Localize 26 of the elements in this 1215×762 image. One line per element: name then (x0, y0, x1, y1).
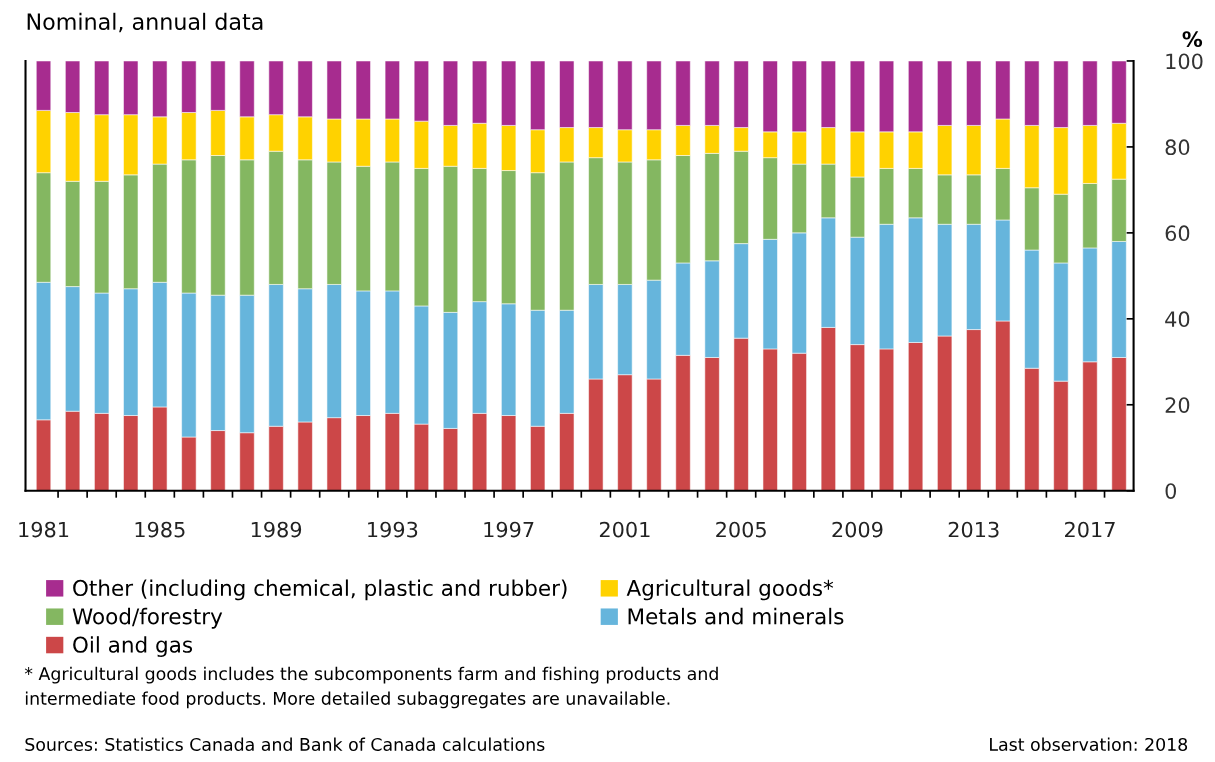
legend-label: Agricultural goods* (626, 579, 834, 601)
legend-label: Other (including chemical, plastic and rubber) (73, 579, 567, 601)
y-tick-label: 80 (1165, 139, 1190, 156)
x-tick-label: 2017 (1065, 521, 1115, 538)
x-tick-label: 1993 (368, 521, 418, 538)
text: * Agricultural goods includes the subcomponents farm and fishing products and intermediate food products. More detailed subaggregates are unavailable. (24, 666, 718, 709)
x-tick-label: 2013 (948, 521, 999, 538)
legend-label: Oil and gas (73, 636, 193, 658)
x-tick-label: 1985 (135, 521, 185, 538)
x-tick-label: 1997 (484, 521, 534, 538)
chart-title: Nominal, annual data (27, 12, 263, 33)
legend-label: Wood/forestry (72, 607, 223, 629)
x-tick-label: 1989 (251, 521, 302, 538)
x-tick-label: 2001 (599, 521, 650, 538)
y-tick-label: 100 (1166, 53, 1203, 70)
y-tick-label: 60 (1165, 225, 1190, 242)
y-tick-label: 40 (1165, 311, 1190, 328)
x-tick-label: 1981 (19, 521, 69, 538)
source-note: Sources: Statistics Canada and Bank of Canada calculations (25, 737, 545, 752)
legend-label: Metals and minerals (628, 607, 844, 625)
text: Last observation: 2018 (990, 737, 1188, 752)
y-tick-label: 0 (1165, 483, 1177, 499)
x-tick-label: 2005 (716, 521, 766, 538)
y-tick-label: 20 (1165, 397, 1190, 413)
y-axis-title: % (1182, 31, 1203, 47)
x-tick-label: 2009 (832, 521, 883, 538)
